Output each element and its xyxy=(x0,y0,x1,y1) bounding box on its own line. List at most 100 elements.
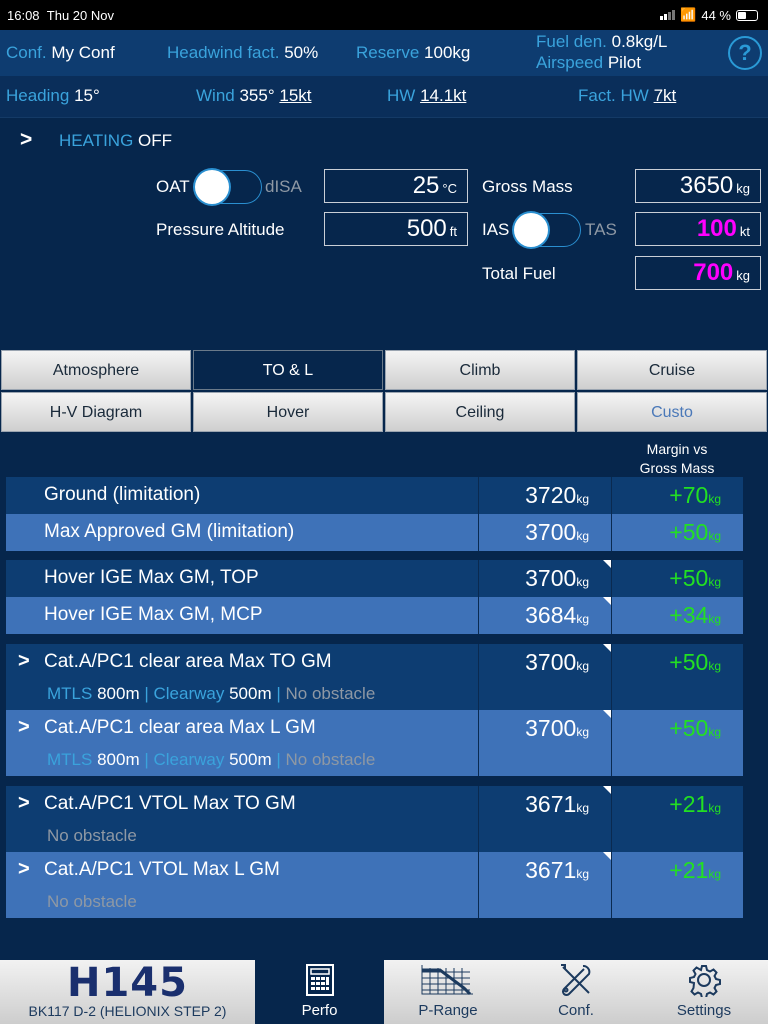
pressure-altitude-input[interactable]: 500 ft xyxy=(324,212,468,246)
chevron-right-icon[interactable]: > xyxy=(20,128,33,151)
gross-mass-label: Gross Mass xyxy=(482,177,573,196)
row-value: 3671kg xyxy=(525,857,589,883)
table-row[interactable]: > Cat.A/PC1 clear area Max TO GM MTLS 80… xyxy=(6,644,743,710)
row-value: 3720kg xyxy=(525,482,589,508)
nav-settings[interactable]: Settings xyxy=(640,960,768,1024)
row-margin: +50kg xyxy=(669,715,721,741)
tab-atmosphere[interactable]: Atmosphere xyxy=(1,350,191,390)
table-row[interactable]: Hover IGE Max GM, MCP 3684kg +34kg xyxy=(6,597,743,634)
airspeed-input[interactable]: 100 kt xyxy=(635,212,761,246)
chart-grid-icon xyxy=(421,965,473,996)
pressure-altitude-label: Pressure Altitude xyxy=(156,220,285,239)
aircraft-model: BK117 D-2 (HELIONIX STEP 2) xyxy=(28,1003,227,1019)
row-margin: +50kg xyxy=(669,519,721,545)
tas-label: TAS xyxy=(585,220,617,239)
margin-header-line1: Margin vs xyxy=(646,441,708,457)
calculator-icon xyxy=(306,964,334,996)
row-value: 3671kg xyxy=(525,791,589,817)
factored-headwind-field: Fact. HW 7kt xyxy=(578,86,677,105)
row-value: 3700kg xyxy=(525,715,589,741)
oat-disa-toggle[interactable] xyxy=(195,170,262,204)
conf-field[interactable]: Conf. My Conf xyxy=(6,43,115,62)
row-margin: +50kg xyxy=(669,565,721,591)
fuel-density-field[interactable]: Fuel den. 0.8kg/L xyxy=(536,32,668,51)
row-value: 3684kg xyxy=(525,602,589,628)
status-bar: 16:08 Thu 20 Nov 📶 44 % xyxy=(0,0,768,30)
heating-toggle[interactable]: HEATING OFF xyxy=(59,131,173,150)
row-label: Cat.A/PC1 clear area Max TO GM xyxy=(44,651,332,672)
nav-label: Perfo xyxy=(301,1002,338,1019)
wifi-icon: 📶 xyxy=(680,7,697,22)
help-button[interactable]: ? xyxy=(728,36,762,70)
row-margin: +21kg xyxy=(669,791,721,817)
aircraft-logo-button[interactable]: H145 BK117 D-2 (HELIONIX STEP 2) xyxy=(0,960,255,1024)
disa-label: dISA xyxy=(265,177,302,196)
margin-column-header: Margin vs Gross Mass xyxy=(611,440,743,478)
nav-conf[interactable]: Conf. xyxy=(512,960,640,1024)
tab-ceiling[interactable]: Ceiling xyxy=(385,392,575,432)
chevron-right-icon[interactable]: > xyxy=(18,792,30,814)
table-row[interactable]: Hover IGE Max GM, TOP 3700kg +50kg xyxy=(6,560,743,597)
tab-custo[interactable]: Custo xyxy=(577,392,767,432)
chevron-right-icon[interactable]: > xyxy=(18,716,30,738)
tab-to-and-l[interactable]: TO & L xyxy=(193,350,383,390)
oat-label: OAT xyxy=(156,177,190,196)
battery-level: 44 % xyxy=(701,7,731,23)
ias-label: IAS xyxy=(482,220,510,239)
row-details: MTLS 800m | Clearway 500m | No obstacle xyxy=(47,684,376,703)
heading-field[interactable]: Heading 15° xyxy=(6,86,100,105)
corner-indicator-icon xyxy=(603,852,611,860)
gross-mass-input[interactable]: 3650 kg xyxy=(635,169,761,203)
reserve-field[interactable]: Reserve 100kg xyxy=(356,43,471,62)
nav-group: P-Range Conf. Settings xyxy=(384,960,768,1024)
headwind-field: HW 14.1kt xyxy=(387,86,467,105)
row-details: No obstacle xyxy=(47,826,137,845)
nav-perfo[interactable]: Perfo xyxy=(256,960,383,1024)
nav-p-range[interactable]: P-Range xyxy=(384,960,512,1024)
status-time: 16:08 Thu 20 Nov xyxy=(7,8,114,23)
row-label: Hover IGE Max GM, MCP xyxy=(44,604,263,625)
row-margin: +34kg xyxy=(669,602,721,628)
row-label: Cat.A/PC1 VTOL Max TO GM xyxy=(44,793,296,814)
table-row: Ground (limitation) 3720kg +70kg xyxy=(6,477,743,514)
toggle-knob xyxy=(195,170,229,204)
corner-indicator-icon xyxy=(603,786,611,794)
margin-header-line2: Gross Mass xyxy=(639,460,715,476)
table-row[interactable]: > Cat.A/PC1 VTOL Max L GM No obstacle 36… xyxy=(6,852,743,918)
config-bar[interactable]: Conf. My Conf Headwind fact. 50% Reserve… xyxy=(0,30,768,76)
row-details: No obstacle xyxy=(47,892,137,911)
tab-cruise[interactable]: Cruise xyxy=(577,350,767,390)
row-value: 3700kg xyxy=(525,519,589,545)
nav-label: P-Range xyxy=(418,1002,478,1019)
row-margin: +21kg xyxy=(669,857,721,883)
tab-hover[interactable]: Hover xyxy=(193,392,383,432)
chevron-right-icon[interactable]: > xyxy=(18,858,30,880)
table-row[interactable]: > Cat.A/PC1 clear area Max L GM MTLS 800… xyxy=(6,710,743,776)
row-label: Cat.A/PC1 clear area Max L GM xyxy=(44,717,316,738)
nav-label: Conf. xyxy=(558,1002,594,1019)
row-details: MTLS 800m | Clearway 500m | No obstacle xyxy=(47,750,376,769)
row-label: Ground (limitation) xyxy=(44,484,201,505)
nav-label: Settings xyxy=(676,1002,732,1019)
row-label: Cat.A/PC1 VTOL Max L GM xyxy=(44,859,280,880)
table-row[interactable]: > Cat.A/PC1 VTOL Max TO GM No obstacle 3… xyxy=(6,786,743,852)
row-label: Max Approved GM (limitation) xyxy=(44,521,295,542)
bottom-nav: H145 BK117 D-2 (HELIONIX STEP 2) Perfo P… xyxy=(0,960,768,1024)
corner-indicator-icon xyxy=(603,597,611,605)
gear-icon xyxy=(689,965,721,997)
total-fuel-label: Total Fuel xyxy=(482,264,556,283)
tab-hv-diagram[interactable]: H-V Diagram xyxy=(1,392,191,432)
tab-climb[interactable]: Climb xyxy=(385,350,575,390)
status-icons: 📶 44 % xyxy=(660,7,758,23)
chevron-right-icon[interactable]: > xyxy=(18,650,30,672)
toggle-knob xyxy=(514,213,548,247)
tools-icon xyxy=(561,964,591,997)
wind-field[interactable]: Wind 355° 15kt xyxy=(196,86,312,105)
total-fuel-input[interactable]: 700 kg xyxy=(635,256,761,290)
airspeed-field[interactable]: Airspeed Pilot xyxy=(536,53,641,72)
temperature-input[interactable]: 25 °C xyxy=(324,169,468,203)
corner-indicator-icon xyxy=(603,560,611,568)
headwind-factor-field[interactable]: Headwind fact. 50% xyxy=(167,43,319,62)
battery-icon xyxy=(736,9,758,21)
ias-tas-toggle[interactable] xyxy=(514,213,581,247)
